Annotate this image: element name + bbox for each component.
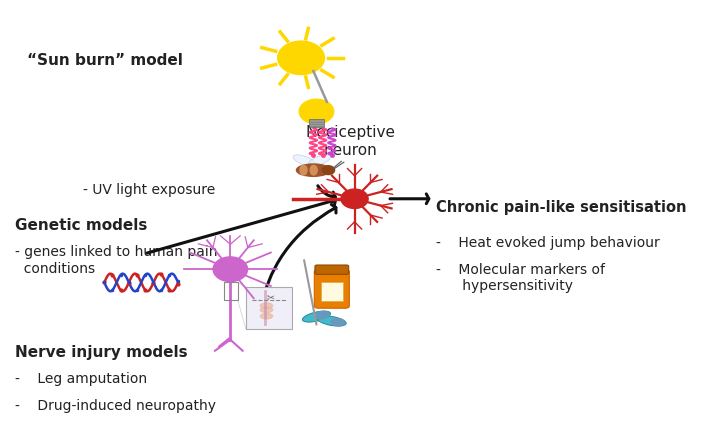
Text: Nociceptive
neuron: Nociceptive neuron [306,125,396,158]
FancyBboxPatch shape [315,265,349,274]
FancyBboxPatch shape [309,119,324,127]
Text: - genes linked to human pain
  conditions: - genes linked to human pain conditions [15,245,218,276]
FancyBboxPatch shape [321,282,342,301]
Ellipse shape [296,164,330,176]
Text: -    Drug-induced neuropathy: - Drug-induced neuropathy [15,399,216,413]
Text: - UV light exposure: - UV light exposure [83,183,215,197]
FancyBboxPatch shape [314,269,350,308]
Circle shape [278,41,325,74]
Ellipse shape [318,316,346,326]
Text: -    Molecular markers of
      hypersensitivity: - Molecular markers of hypersensitivity [436,263,605,293]
Ellipse shape [260,314,273,319]
Ellipse shape [293,155,316,166]
Text: ✂: ✂ [267,292,275,302]
Circle shape [299,99,334,124]
Ellipse shape [330,318,345,326]
FancyBboxPatch shape [246,287,292,329]
Ellipse shape [260,303,273,308]
Text: Chronic pain-like sensitisation: Chronic pain-like sensitisation [436,200,687,215]
Ellipse shape [260,307,273,313]
Ellipse shape [315,310,330,320]
Ellipse shape [299,165,308,176]
Ellipse shape [308,155,330,166]
Text: Nerve injury models: Nerve injury models [15,346,188,360]
Circle shape [213,257,247,281]
Text: Genetic models: Genetic models [15,218,147,233]
Text: -    Leg amputation: - Leg amputation [15,372,147,386]
Circle shape [341,189,368,208]
Circle shape [323,166,335,174]
Text: -    Heat evoked jump behaviour: - Heat evoked jump behaviour [436,236,660,250]
Text: “Sun burn” model: “Sun burn” model [28,53,183,67]
Ellipse shape [309,165,318,176]
Ellipse shape [303,311,330,322]
